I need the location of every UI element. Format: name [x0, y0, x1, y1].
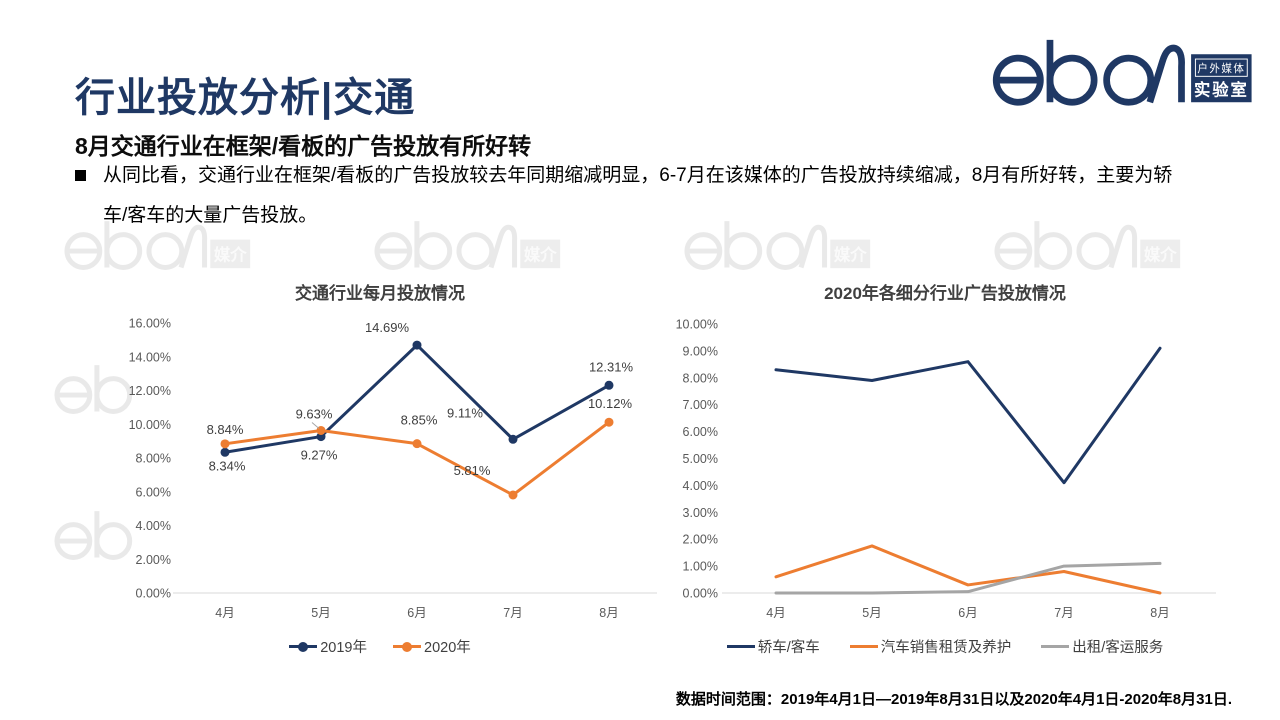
- page-title: 行业投放分析|交通: [75, 75, 416, 120]
- x-tick-label: 5月: [862, 606, 881, 620]
- legend-label: 2019年: [320, 640, 367, 656]
- y-tick-label: 10.00%: [676, 318, 718, 332]
- data-point: [508, 490, 518, 500]
- logo-badge-line2: 实验室: [1194, 81, 1249, 100]
- svg-text:媒介: 媒介: [834, 245, 867, 264]
- data-label: 8.85%: [401, 413, 438, 428]
- y-tick-label: 6.00%: [136, 485, 171, 499]
- y-tick-label: 5.00%: [683, 452, 718, 466]
- monthly-trend-plot: 0.00% 2.00% 4.00% 6.00% 8.00% 10.00% 12.00% 14.…: [129, 317, 657, 620]
- legend-item: 轿车/客车: [726, 636, 820, 657]
- data-label: 8.84%: [207, 422, 244, 437]
- y-tick-label: 2.00%: [683, 533, 718, 547]
- logo-badge: 户外媒体 实验室: [1191, 54, 1252, 103]
- y-tick-label: 10.00%: [129, 418, 171, 432]
- y-tick-label: 8.00%: [683, 371, 718, 385]
- y-tick-label: 4.00%: [136, 519, 171, 533]
- chart-legend: 轿车/客车 汽车销售租赁及养护 出租/客运服务: [660, 636, 1230, 657]
- y-tick-label: 0.00%: [683, 587, 718, 601]
- legend-label: 2020年: [424, 640, 471, 656]
- chart-title: 2020年各细分行业广告投放情况: [824, 284, 1066, 303]
- ebor-logo-graphic: 户外媒体 实验室: [992, 39, 1252, 106]
- y-tick-label: 12.00%: [129, 384, 171, 398]
- data-label: 5.81%: [454, 463, 491, 478]
- x-tick-label: 4月: [766, 606, 785, 620]
- chart-legend: 2019年 2020年: [95, 636, 665, 657]
- label-leader-line: [311, 422, 320, 429]
- legend-marker-dot: [298, 641, 309, 652]
- chart-title: 交通行业每月投放情况: [295, 284, 465, 303]
- y-tick-label: 9.00%: [683, 344, 718, 358]
- monthly-trend-chart: 交通行业每月投放情况 0.00% 2.00% 4.00% 6.00% 8.00% 10.0…: [95, 282, 665, 657]
- legend-marker: [393, 641, 421, 652]
- legend-marker: [1041, 645, 1070, 648]
- y-tick-label: 3.00%: [683, 506, 718, 520]
- data-point: [604, 417, 614, 427]
- x-tick-label: 8月: [599, 606, 618, 620]
- y-tick-label: 0.00%: [136, 587, 171, 601]
- legend-item: 出租/客运服务: [1041, 636, 1163, 657]
- legend-label: 汽车销售租赁及养护: [880, 640, 1012, 656]
- y-tick-label: 4.00%: [683, 479, 718, 493]
- svg-text:媒介: 媒介: [214, 245, 247, 264]
- legend-label: 出租/客运服务: [1072, 640, 1164, 656]
- legend-marker-dot: [402, 641, 412, 652]
- x-tick-label: 6月: [958, 606, 977, 620]
- legend-marker: [289, 641, 318, 652]
- x-tick-label: 4月: [215, 606, 234, 620]
- legend-item: 2019年: [289, 636, 367, 657]
- y-tick-label: 1.00%: [683, 560, 718, 574]
- data-label: 12.31%: [589, 359, 634, 374]
- y-tick-label: 16.00%: [129, 317, 171, 331]
- slide-subtitle: 8月交通行业在框架/看板的广告投放有所好转: [75, 133, 532, 160]
- data-label: 9.63%: [296, 406, 333, 421]
- ebor-logo: 户外媒体 实验室: [985, 36, 1258, 108]
- svg-text:媒介: 媒介: [524, 245, 557, 264]
- logo-letter-o: [1103, 54, 1155, 106]
- logo-badge-line1: 户外媒体: [1197, 62, 1245, 75]
- legend-label: 轿车/客车: [757, 640, 820, 656]
- y-tick-label: 2.00%: [136, 553, 171, 567]
- y-tick-label: 14.00%: [129, 350, 171, 364]
- bullet-row: 从同比看，交通行业在框架/看板的广告投放较去年同期缩减明显，6-7月在该媒体的广…: [75, 156, 1185, 236]
- data-label: 8.34%: [209, 458, 246, 473]
- legend-marker: [726, 645, 755, 648]
- data-point: [220, 447, 230, 457]
- x-tick-label: 5月: [311, 606, 330, 620]
- legend-item: 汽车销售租赁及养护: [849, 636, 1012, 657]
- data-label: 10.12%: [588, 396, 633, 411]
- x-tick-label: 8月: [1150, 606, 1169, 620]
- data-point: [508, 434, 518, 444]
- bullet-square-icon: [75, 170, 86, 181]
- data-label: 14.69%: [365, 320, 410, 335]
- bullet-text: 从同比看，交通行业在框架/看板的广告投放较去年同期缩减明显，6-7月在该媒体的广…: [103, 165, 1173, 226]
- x-tick-label: 7月: [503, 606, 522, 620]
- segment-chart: 2020年各细分行业广告投放情况 0.00% 1.00% 2.00% 3.00% 4.0…: [660, 282, 1230, 657]
- data-range-note: 数据时间范围：2019年4月1日—2019年8月31日以及2020年4月1日-2…: [675, 691, 1232, 708]
- series-line-1: [223, 420, 611, 497]
- y-tick-label: 8.00%: [136, 452, 171, 466]
- data-point: [412, 340, 422, 350]
- data-point: [412, 439, 422, 449]
- logo-letter-e: [992, 54, 1044, 106]
- series-line-1: [774, 544, 1162, 595]
- series-line-2: [774, 561, 1162, 595]
- segment-plot: 0.00% 1.00% 2.00% 3.00% 4.00% 5.00% 6.00% 7.00%…: [676, 318, 1216, 620]
- logo-letter-r: [1146, 44, 1185, 104]
- data-point: [220, 439, 230, 449]
- x-tick-label: 7月: [1054, 606, 1073, 620]
- series-line-0: [774, 346, 1162, 485]
- data-label: 9.27%: [301, 448, 338, 463]
- svg-text:媒介: 媒介: [1144, 245, 1177, 264]
- y-tick-label: 7.00%: [683, 398, 718, 412]
- legend-item: 2020年: [393, 636, 471, 657]
- data-point: [604, 380, 614, 390]
- data-label: 9.11%: [447, 405, 483, 420]
- y-tick-label: 6.00%: [683, 425, 718, 439]
- x-tick-label: 6月: [407, 606, 426, 620]
- legend-marker: [849, 645, 878, 648]
